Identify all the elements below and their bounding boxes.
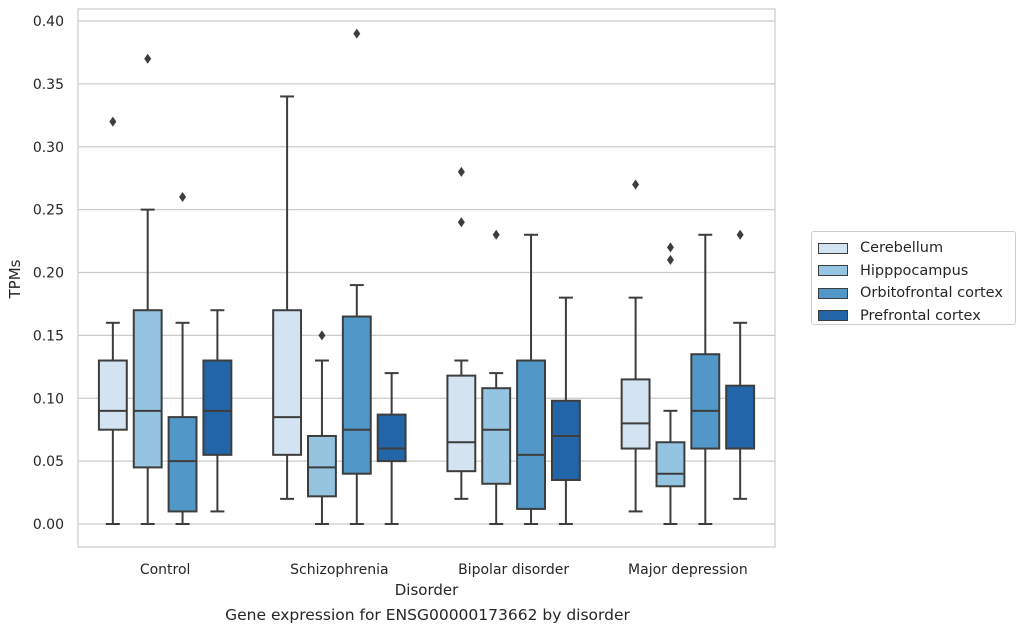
outlier-point (492, 229, 500, 240)
box-iqr (655, 441, 686, 488)
box-prefrontal-cortex (550, 296, 581, 525)
box-plot-area (97, 28, 756, 525)
x-tick-label: Schizophrenia (290, 562, 388, 578)
box-iqr (307, 434, 337, 498)
box-iqr (446, 374, 477, 473)
outlier-point (109, 116, 117, 127)
box-prefrontal-cortex (202, 309, 233, 513)
box-orbitofrontal-cortex (341, 28, 372, 525)
box-prefrontal-cortex (725, 229, 756, 500)
outlier-point (457, 217, 465, 228)
legend: Cerebellum Hipppocampus Orbitofrontal cort… (811, 231, 1016, 325)
outlier-point (353, 28, 361, 39)
legend-item: Cerebellum (818, 237, 1015, 260)
box-iqr (341, 315, 372, 475)
legend-label: Prefrontal cortex (860, 307, 981, 324)
x-tick-label: Bipolar disorder (458, 562, 569, 578)
y-tick-label: 0.05 (33, 454, 64, 470)
y-tick-label: 0.15 (33, 328, 64, 344)
box-hipppocampus (307, 330, 337, 525)
box-iqr (481, 387, 512, 485)
x-tick-label: Control (140, 562, 191, 578)
box-orbitofrontal-cortex (516, 233, 546, 525)
legend-label: Cerebellum (860, 240, 944, 257)
x-axis-label: Disorder (395, 581, 459, 599)
outlier-point (736, 229, 744, 240)
box-iqr (376, 413, 407, 463)
box-cerebellum (620, 179, 651, 513)
box-iqr (725, 384, 756, 450)
box-iqr (690, 353, 721, 450)
box-cerebellum (97, 116, 128, 525)
y-tick-label: 0.00 (33, 517, 64, 533)
box-iqr (620, 378, 651, 450)
outlier-point (179, 192, 187, 203)
legend-item: Prefrontal cortex (818, 305, 1015, 328)
y-tick-label: 0.35 (33, 77, 64, 93)
y-tick-label: 0.40 (33, 14, 64, 30)
outlier-point (666, 242, 674, 253)
box-orbitofrontal-cortex (690, 233, 721, 525)
y-axis-label: TPMs (6, 259, 24, 299)
outlier-point (144, 53, 152, 64)
box-orbitofrontal-cortex (167, 192, 198, 525)
legend-item: Hipppocampus (818, 260, 1015, 283)
legend-swatch (818, 242, 848, 254)
figure-caption: Gene expression for ENSG00000173662 by d… (225, 606, 630, 624)
plot-frame (77, 8, 776, 548)
box-iqr (167, 416, 198, 513)
legend-label: Orbitofrontal cortex (860, 285, 1003, 302)
y-axis-ticks: 0.00 0.05 0.10 0.15 0.20 0.25 0.30 0.35 0.40 (33, 14, 64, 533)
box-iqr (550, 399, 581, 481)
box-iqr (516, 359, 546, 510)
box-hipppocampus (132, 53, 163, 525)
box-iqr (132, 309, 163, 469)
x-tick-label: Major depression (628, 562, 748, 578)
legend-swatch (818, 287, 848, 299)
legend-swatch (818, 310, 848, 322)
outlier-point (318, 330, 326, 341)
box-iqr (272, 309, 303, 456)
box-cerebellum (446, 166, 477, 500)
y-tick-label: 0.25 (33, 203, 64, 219)
box-iqr (202, 359, 233, 456)
box-hipppocampus (655, 242, 686, 525)
legend-item: Orbitofrontal cortex (818, 282, 1015, 305)
outlier-point (457, 166, 465, 177)
box-iqr (97, 359, 128, 431)
outlier-point (666, 254, 674, 265)
y-tick-label: 0.10 (33, 391, 64, 407)
box-cerebellum (272, 95, 303, 500)
box-prefrontal-cortex (376, 372, 407, 525)
y-tick-label: 0.30 (33, 140, 64, 156)
box-hipppocampus (481, 229, 512, 525)
legend-swatch (818, 265, 848, 277)
x-axis-ticks: Control Schizophrenia Bipolar disorder Majo… (140, 562, 748, 578)
legend-label: Hipppocampus (860, 262, 969, 279)
outlier-point (632, 179, 640, 190)
y-tick-label: 0.20 (33, 266, 64, 282)
